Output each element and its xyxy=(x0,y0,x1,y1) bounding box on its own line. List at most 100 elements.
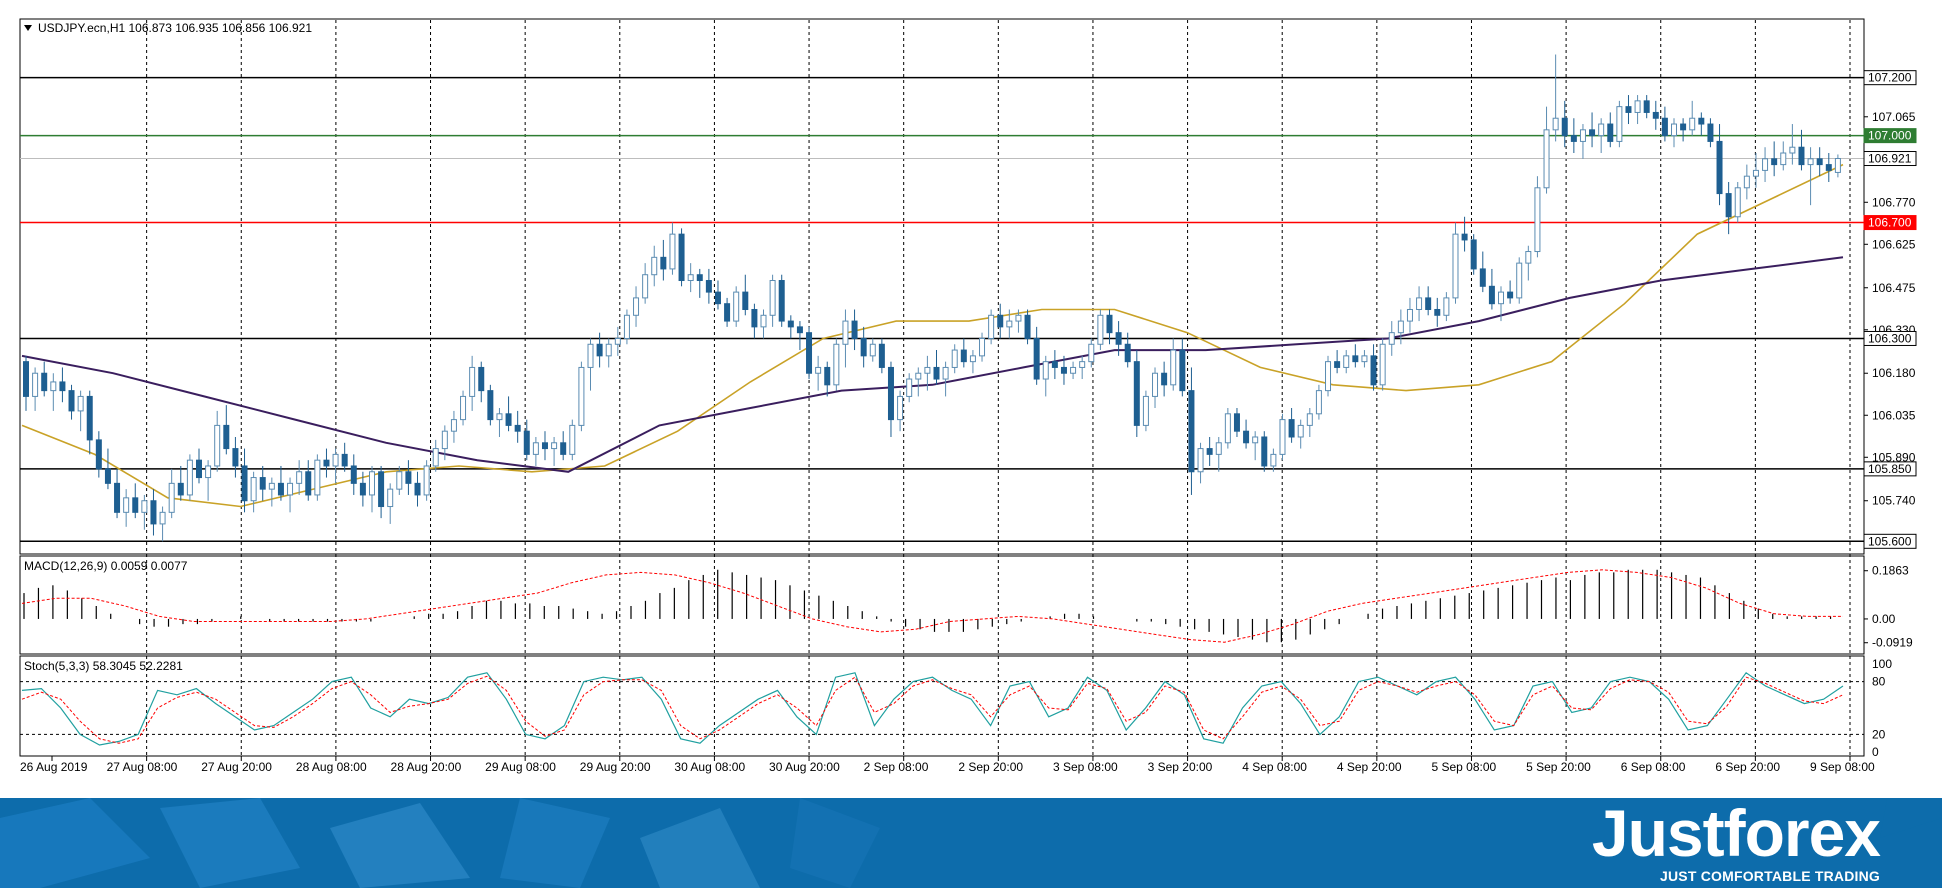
decor-shape xyxy=(160,798,300,888)
candle-body xyxy=(323,459,330,467)
candle-body xyxy=(887,366,894,421)
candle-body xyxy=(851,320,858,339)
macd-label: MACD(12,26,9) 0.0059 0.0077 xyxy=(24,559,188,573)
candle-body xyxy=(314,459,321,496)
candle-body xyxy=(578,366,585,426)
price-chart[interactable]: 107.065106.770106.625106.475106.330106.1… xyxy=(0,0,1942,798)
candle-body xyxy=(769,280,776,316)
candle-body xyxy=(1224,413,1231,444)
candle-body xyxy=(1661,117,1668,137)
candle-body xyxy=(1033,337,1040,380)
macd-indicator: 0.1863 0.00 -0.0919 xyxy=(21,564,1913,650)
time-label: 28 Aug 20:00 xyxy=(391,760,462,774)
candle-body xyxy=(997,314,1004,328)
candle-body xyxy=(277,482,284,496)
candle-body xyxy=(1589,129,1596,137)
candle-body xyxy=(168,482,175,513)
brand-footer: Justforex JUST COMFORTABLE TRADING xyxy=(0,798,1942,888)
candle-body xyxy=(1206,448,1213,455)
candle-body xyxy=(1698,117,1705,125)
candle-body xyxy=(241,465,248,502)
candle-body xyxy=(1079,361,1086,368)
candle-body xyxy=(478,366,485,392)
footer-background xyxy=(0,798,1942,888)
macd-signal-line xyxy=(21,569,1843,643)
candle-body xyxy=(487,390,494,421)
candle-body xyxy=(1816,158,1823,166)
time-label: 6 Sep 08:00 xyxy=(1621,760,1686,774)
candle-body xyxy=(1215,442,1222,455)
candle-body xyxy=(123,497,130,513)
candle-body xyxy=(114,482,121,513)
candle-body xyxy=(287,482,294,496)
candle-body xyxy=(177,482,184,496)
candle-body xyxy=(1707,123,1714,142)
candle-body xyxy=(423,465,430,496)
candle-body xyxy=(1607,123,1614,142)
stoch-label: Stoch(5,3,3) 58.3045 52.2281 xyxy=(24,659,183,673)
time-label: 2 Sep 08:00 xyxy=(864,760,929,774)
candle-body xyxy=(1261,436,1268,467)
candle-body xyxy=(514,424,521,432)
candle-body xyxy=(1479,268,1486,287)
candle-body xyxy=(1352,355,1359,363)
candle-body xyxy=(1161,372,1168,386)
moving-average-slow xyxy=(21,256,1844,473)
candle-body xyxy=(587,343,594,368)
time-label: 29 Aug 08:00 xyxy=(485,760,556,774)
candle-body xyxy=(796,326,803,334)
price-label: 106.035 xyxy=(1872,408,1916,422)
candle-body xyxy=(305,471,312,496)
candle-body xyxy=(733,291,740,322)
candle-body xyxy=(1042,361,1049,380)
level-price-label: 107.200 xyxy=(1868,71,1912,85)
candle-body xyxy=(824,366,831,386)
symbol-dropdown-icon[interactable] xyxy=(24,25,32,31)
candle-body xyxy=(77,395,84,412)
time-label: 3 Sep 08:00 xyxy=(1053,760,1118,774)
candle-body xyxy=(724,303,731,322)
candle-body xyxy=(1425,297,1432,310)
time-label: 27 Aug 20:00 xyxy=(201,760,272,774)
candle-body xyxy=(1060,366,1067,374)
candle-body xyxy=(705,280,712,293)
candle-body xyxy=(141,500,148,513)
candle-body xyxy=(41,372,48,392)
candle-body xyxy=(1470,239,1477,270)
decor-shape xyxy=(640,808,760,888)
candle-body xyxy=(259,477,266,490)
decor-shape xyxy=(330,803,470,888)
candle-body xyxy=(1570,135,1577,142)
candle-body xyxy=(214,424,221,467)
candle-body xyxy=(1115,332,1122,345)
candle-body xyxy=(59,381,66,392)
candle-body xyxy=(1343,355,1350,368)
price-scale: 107.065106.770106.625106.475106.330106.1… xyxy=(1863,70,1917,549)
price-label: 106.625 xyxy=(1872,237,1916,251)
candle-body xyxy=(86,395,93,441)
candle-body xyxy=(450,419,457,432)
candle-body xyxy=(104,468,111,484)
candle-body xyxy=(623,314,630,339)
candle-body xyxy=(1752,169,1759,177)
level-price-box xyxy=(1863,70,1917,86)
candle-body xyxy=(979,337,986,357)
candle-body xyxy=(951,349,958,368)
price-label: 106.180 xyxy=(1872,366,1916,380)
candle-body xyxy=(897,395,904,421)
candlesticks xyxy=(23,54,1841,542)
candle-body xyxy=(1370,355,1377,386)
time-label: 2 Sep 20:00 xyxy=(958,760,1023,774)
price-label: 105.740 xyxy=(1872,494,1916,508)
stoch-tick-label: 0 xyxy=(1872,745,1879,759)
candle-body xyxy=(350,465,357,484)
time-scale: 26 Aug 2019 27 Aug 08:00 27 Aug 20:00 28 Au… xyxy=(20,756,1875,774)
candle-body xyxy=(32,372,39,397)
candle-body xyxy=(250,477,257,502)
candle-body xyxy=(469,366,476,397)
candle-body xyxy=(1015,314,1022,322)
candle-body xyxy=(186,459,193,496)
candle-body xyxy=(150,500,157,525)
brand-logo[interactable]: Justforex JUST COMFORTABLE TRADING xyxy=(1592,798,1881,884)
candle-body xyxy=(432,448,439,467)
